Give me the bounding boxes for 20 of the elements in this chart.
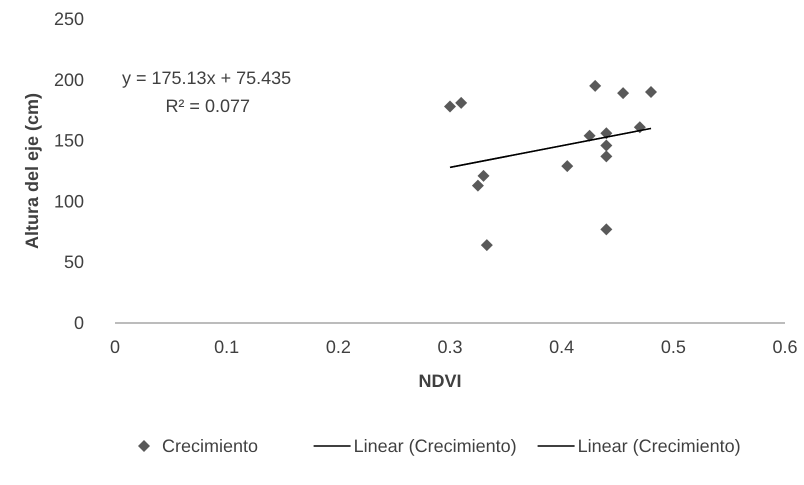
x-tick-label: 0 [110,337,120,357]
y-tick-label: 250 [54,9,84,29]
y-tick-label: 100 [54,191,84,212]
legend-label: Crecimiento [162,436,258,456]
legend-label: Linear (Crecimiento) [578,436,741,456]
x-tick-label: 0.4 [549,337,574,357]
x-axis-title: NDVI [418,371,462,391]
y-tick-label: 200 [54,70,84,90]
y-tick-label: 150 [54,130,84,151]
x-tick-label: 0.3 [437,337,463,357]
annotation: R² = 0.077 [165,96,250,116]
x-tick-label: 0.5 [660,337,686,357]
y-tick-label: 0 [74,313,84,333]
y-tick-label: 50 [64,252,84,272]
annotation: y = 175.13x + 75.435 [122,68,292,88]
x-tick-label: 0.2 [326,337,351,357]
y-axis-title: Altura del eje (cm) [22,92,42,250]
x-tick-label: 0.1 [214,337,240,357]
legend-label: Linear (Crecimiento) [354,436,517,456]
x-tick-label: 0.6 [772,337,798,357]
